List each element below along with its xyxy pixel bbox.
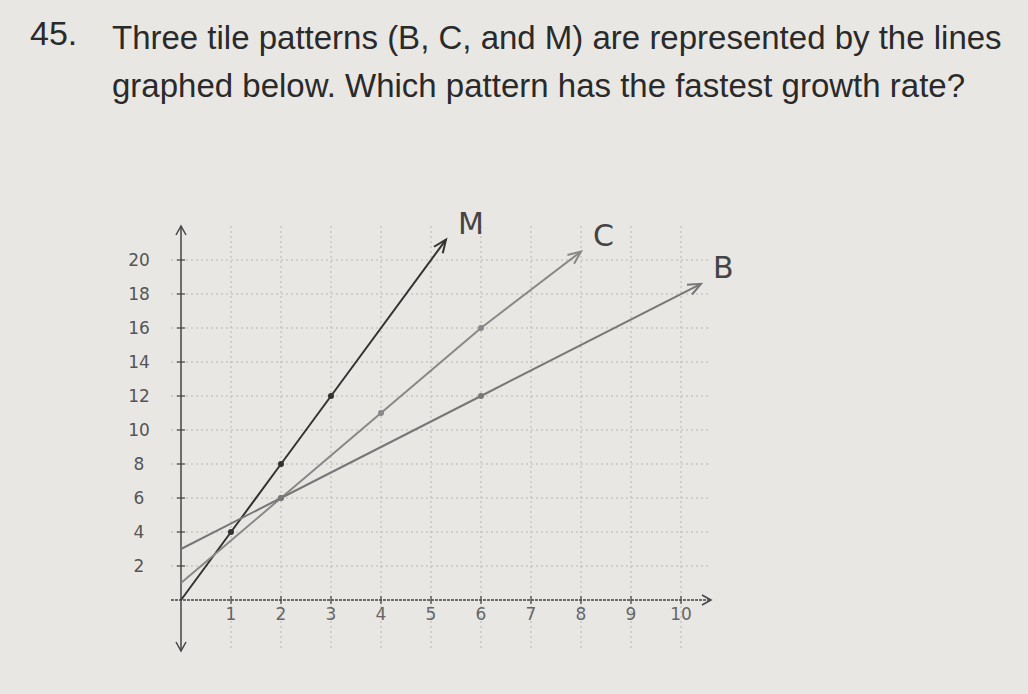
y-axis [180, 226, 182, 651]
grid-line-x [331, 226, 332, 651]
grid-line-x [381, 226, 382, 651]
y-tick-label: 20 [128, 250, 150, 270]
x-tick-label: 10 [670, 604, 692, 624]
grid-line-y [171, 396, 711, 397]
series-arrow [434, 240, 446, 254]
grid-line-y [171, 430, 711, 431]
series-labels: M C B [434, 206, 734, 295]
question-text: Three tile patterns (B, C, and M) are re… [112, 14, 1012, 110]
series-line [181, 240, 446, 600]
grid-line-x [281, 226, 282, 651]
grid-line-y [171, 566, 711, 567]
x-tick-label: 1 [226, 604, 237, 624]
x-axis [171, 599, 711, 601]
chart: 123456789102468101214161820MCB [0, 0, 1028, 694]
x-tick-label: 5 [426, 604, 437, 624]
x-tick [630, 596, 631, 604]
series-name: C [593, 218, 614, 253]
grid-line-y [171, 260, 711, 261]
y-tick-label: 4 [134, 522, 145, 542]
series-arrow [567, 252, 581, 264]
series-line [181, 252, 581, 584]
series-name: M [458, 206, 484, 241]
y-axis-arrow-up [176, 226, 186, 235]
y-tick [177, 463, 185, 464]
axes [171, 226, 711, 651]
grid-line-x [431, 226, 432, 651]
x-tick-label: 6 [476, 604, 487, 624]
x-tick [330, 596, 331, 604]
x-tick-label: 3 [326, 604, 337, 624]
tick-labels: 123456789102468101214161820 [128, 250, 692, 624]
series-point [478, 325, 484, 331]
grid-line-x [481, 226, 482, 651]
y-tick-label: 2 [134, 556, 145, 576]
y-tick-label: 16 [128, 318, 150, 338]
y-tick-label: 14 [128, 352, 150, 372]
series-point [328, 393, 334, 399]
x-tick-label: 8 [576, 604, 587, 624]
y-tick-label: 8 [134, 454, 145, 474]
x-tick-label: 2 [276, 604, 287, 624]
x-axis-arrow [702, 595, 711, 605]
y-tick [177, 327, 185, 328]
x-tick [280, 596, 281, 604]
grid-line-x [681, 226, 682, 651]
series-line [181, 284, 701, 549]
grid-line-y [171, 328, 711, 329]
y-tick [177, 361, 185, 362]
x-tick [530, 596, 531, 604]
x-tick-label: 4 [376, 604, 387, 624]
grid-line-y [171, 464, 711, 465]
grid-line-y [171, 498, 711, 499]
question-number: 45. [30, 14, 77, 53]
x-tick [680, 596, 681, 604]
y-tick-label: 12 [128, 386, 150, 406]
y-tick-label: 18 [128, 284, 150, 304]
grid-line-x [231, 226, 232, 651]
y-tick [177, 259, 185, 260]
series-marks [181, 240, 701, 600]
x-tick-label: 9 [626, 604, 637, 624]
x-tick [230, 596, 231, 604]
x-tick [580, 596, 581, 604]
grid-line-x [631, 226, 632, 651]
series-point [228, 529, 234, 535]
series-point [278, 495, 284, 501]
y-tick [177, 293, 185, 294]
series-arrow [687, 284, 701, 295]
y-tick-label: 6 [134, 488, 145, 508]
series-point [278, 461, 284, 467]
y-axis-arrow-down [176, 642, 186, 651]
grid-line-y [171, 294, 711, 295]
y-tick [177, 497, 185, 498]
x-tick [480, 596, 481, 604]
series-point [278, 495, 284, 501]
x-tick-label: 7 [526, 604, 537, 624]
series-point [378, 410, 384, 416]
grid [171, 226, 711, 651]
x-tick [430, 596, 431, 604]
y-tick [177, 531, 185, 532]
y-tick [177, 565, 185, 566]
x-tick [380, 596, 381, 604]
grid-line-x [581, 226, 582, 651]
grid-line-y [171, 532, 711, 533]
y-tick-label: 10 [128, 420, 150, 440]
y-tick [177, 395, 185, 396]
y-tick [177, 429, 185, 430]
series-name: B [713, 250, 734, 285]
series-point [478, 393, 484, 399]
